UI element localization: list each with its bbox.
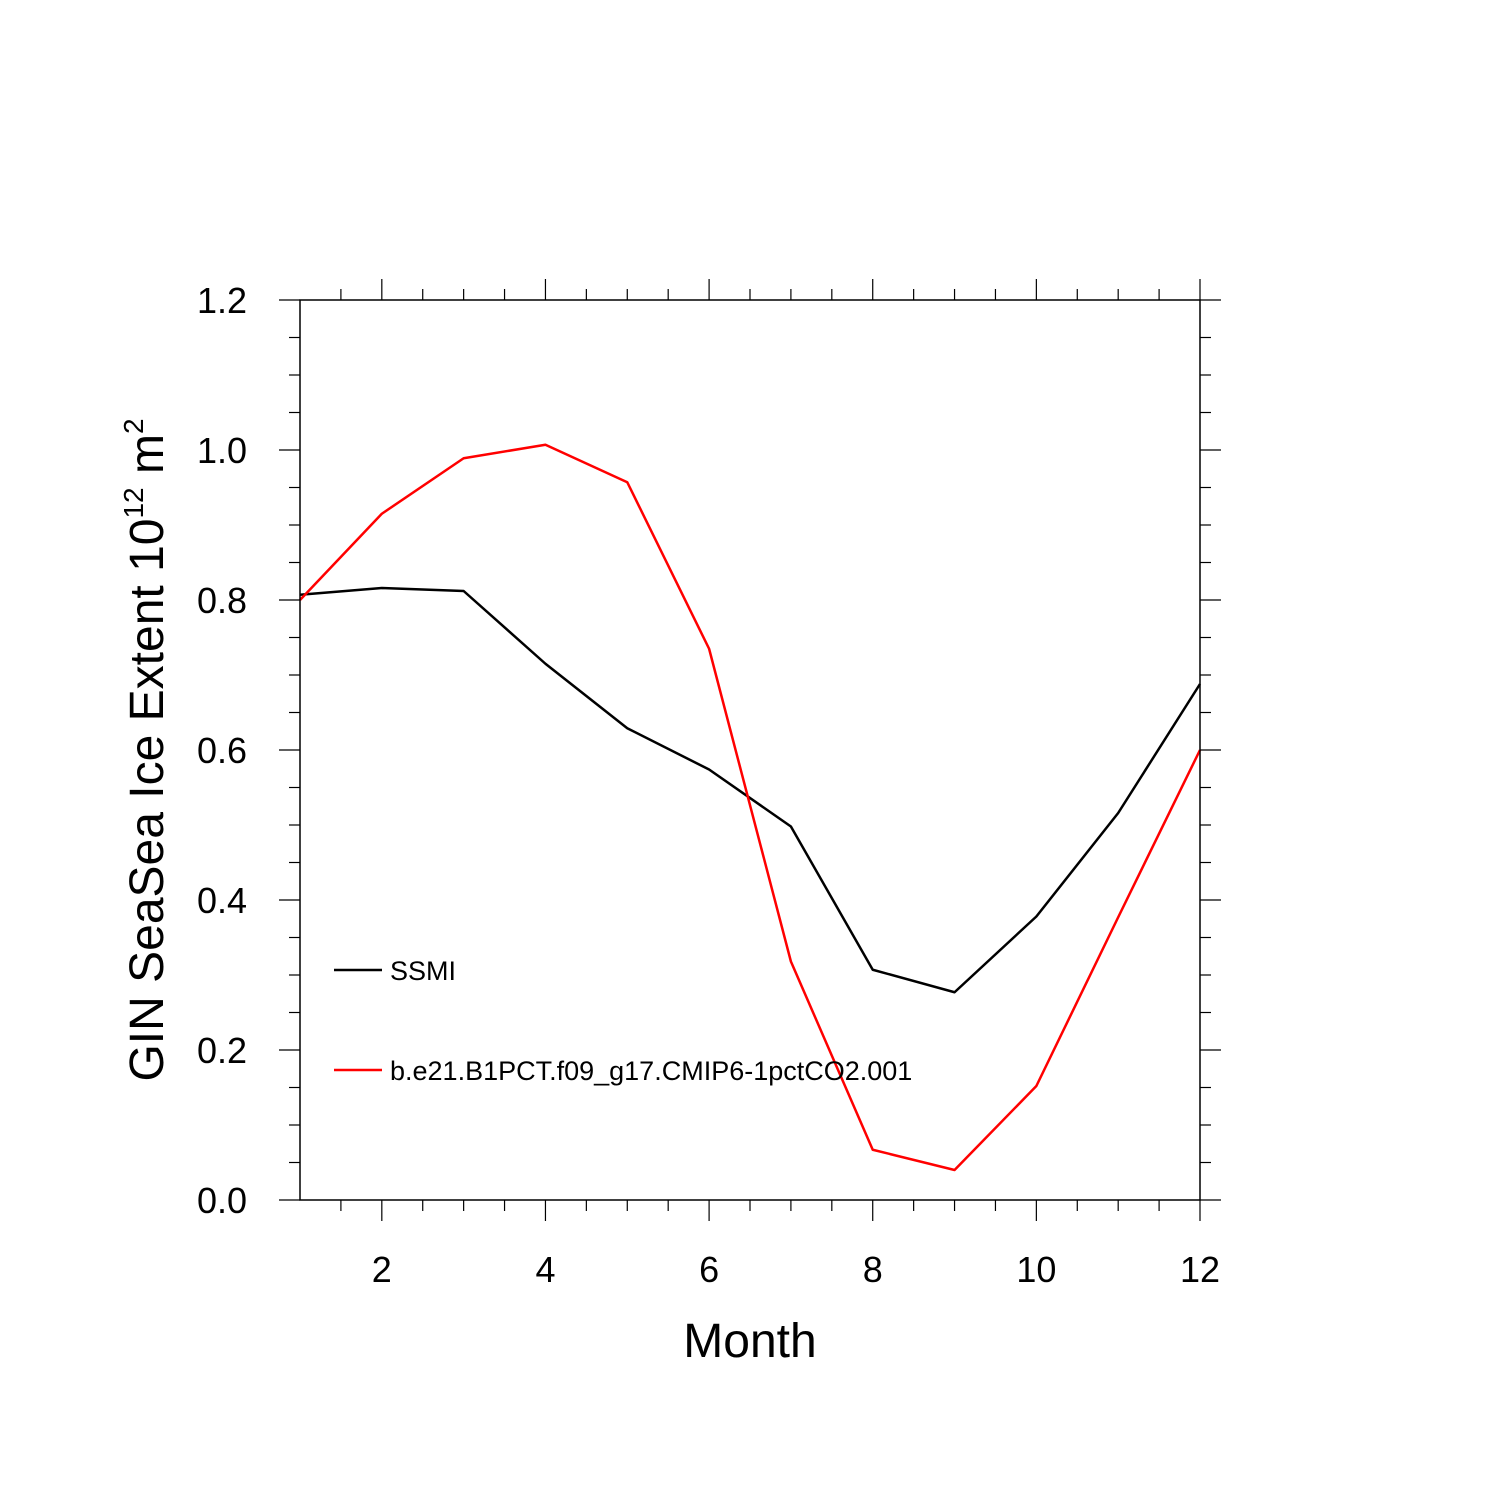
y-tick-label: 0.0: [197, 1180, 247, 1221]
y-tick-label: 1.2: [197, 280, 247, 321]
x-tick-label: 6: [699, 1249, 719, 1290]
legend-label-2: b.e21.B1PCT.f09_g17.CMIP6-1pctCO2.001: [390, 1056, 912, 1086]
y-tick-label: 0.6: [197, 730, 247, 771]
major-ticks: [279, 279, 1221, 1221]
x-tick-label: 2: [372, 1249, 392, 1290]
y-axis-title-main: GIN SeaSea Ice Extent 10: [121, 519, 174, 1082]
y-axis-title-unit-exponent: 2: [118, 418, 149, 434]
y-tick-labels: 0.0 0.2 0.4 0.6 0.8 1.0 1.2: [197, 280, 247, 1221]
x-tick-labels: 2 4 6 8 10 12: [372, 1249, 1220, 1290]
y-tick-label: 0.2: [197, 1030, 247, 1071]
y-tick-label: 0.4: [197, 880, 247, 921]
plot-frame: [299, 299, 1201, 1201]
x-tick-label: 12: [1180, 1249, 1220, 1290]
x-tick-label: 10: [1016, 1249, 1056, 1290]
y-axis-title-exponent: 12: [118, 487, 149, 518]
x-tick-label: 4: [535, 1249, 555, 1290]
series-line-2: [299, 443, 1202, 1172]
y-tick-label: 0.8: [197, 580, 247, 621]
series-line-1: [299, 586, 1202, 994]
y-axis-title-unit: m: [121, 434, 174, 487]
y-axis-title: GIN SeaSea Ice Extent 1012 m2: [118, 418, 174, 1081]
legend: SSMI b.e21.B1PCT.f09_g17.CMIP6-1pctCO2.00…: [334, 956, 912, 1086]
x-tick-label: 8: [863, 1249, 883, 1290]
x-axis-title: Month: [683, 1315, 816, 1368]
minor-ticks: [289, 289, 1211, 1211]
legend-label-1: SSMI: [390, 956, 456, 986]
y-tick-label: 1.0: [197, 430, 247, 471]
series-layer: [299, 443, 1202, 1172]
